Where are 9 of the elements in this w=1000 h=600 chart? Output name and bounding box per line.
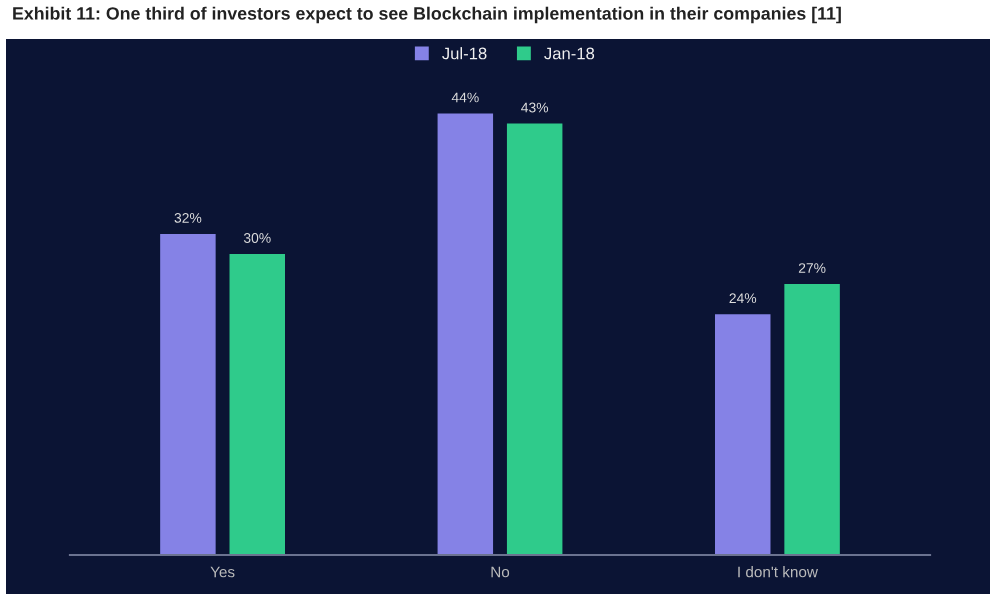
chart-title: Exhibit 11: One third of investors expect to see Blockchain implementation in their companies [11]: [13, 6, 841, 24]
bar: [506, 123, 563, 555]
bar: [160, 233, 216, 555]
bar: [437, 113, 494, 555]
bar: [229, 253, 285, 555]
legend-label: Jul-18: [442, 47, 487, 60]
bar: [715, 314, 771, 555]
legend-label: Jan-18: [544, 47, 595, 60]
bar: [784, 284, 840, 555]
